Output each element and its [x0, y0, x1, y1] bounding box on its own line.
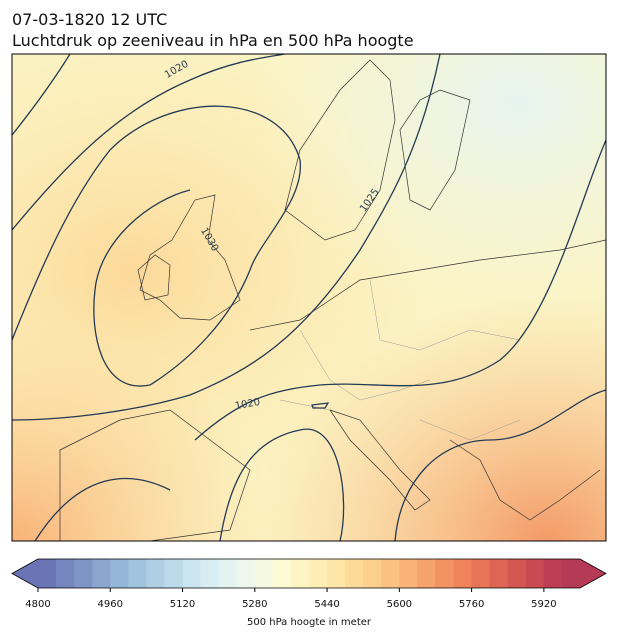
colorbar-band	[254, 559, 274, 588]
colorbar-band	[309, 559, 328, 588]
colorbar-band	[489, 559, 509, 588]
colorbar-extend-high	[580, 559, 606, 588]
colorbar: 4800 4960 5120 5280 5440 5600 5760 5920	[11, 558, 607, 610]
map	[12, 54, 606, 541]
colorbar-band	[525, 559, 545, 588]
colorbar-band	[471, 559, 491, 588]
colorbar-band	[272, 559, 292, 588]
colorbar-band	[435, 559, 455, 588]
colorbar-band	[290, 559, 310, 588]
colorbar-band	[200, 559, 220, 588]
colorbar-tick-label: 5760	[459, 599, 484, 610]
colorbar-extend-low	[12, 559, 38, 588]
colorbar-band	[56, 559, 75, 588]
colorbar-band	[74, 559, 93, 588]
subtitle: Luchtdruk op zeeniveau in hPa en 500 hPa…	[12, 31, 414, 50]
colorbar-band	[345, 559, 364, 588]
map-frame	[11, 53, 607, 542]
colorbar-band	[182, 559, 202, 588]
colorbar-band	[417, 559, 436, 588]
colorbar-band	[164, 559, 184, 588]
colorbar-tick-label: 5600	[387, 599, 412, 610]
colorbar-band	[38, 559, 57, 588]
colorbar-band	[561, 559, 581, 588]
colorbar-tick-label: 4800	[25, 599, 50, 610]
colorbar-band	[453, 559, 473, 588]
title: 07-03-1820 12 UTC	[12, 10, 167, 29]
contour-label: 1020	[234, 397, 261, 412]
colorbar-band	[363, 559, 382, 588]
colorbar-tick-label: 5120	[170, 599, 195, 610]
colorbar-band	[543, 559, 563, 588]
colorbar-band	[236, 559, 256, 588]
colorbar-tick-label: 5280	[242, 599, 267, 610]
colorbar-band	[507, 559, 527, 588]
colorbar-band	[327, 559, 346, 588]
colorbar-band	[92, 559, 111, 588]
colorbar-band	[381, 559, 400, 588]
colorbar-label: 500 hPa hoogte in meter	[247, 617, 372, 628]
colorbar-band	[218, 559, 238, 588]
colorbar-tick-label: 4960	[98, 599, 123, 610]
colorbar-band	[146, 559, 165, 588]
colorbar-tick-label: 5920	[531, 599, 556, 610]
colorbar-band	[128, 559, 147, 588]
colorbar-tick-label: 5440	[314, 599, 339, 610]
colorbar-band	[399, 559, 418, 588]
colorbar-band	[110, 559, 129, 588]
colorbar-outline	[11, 558, 607, 589]
